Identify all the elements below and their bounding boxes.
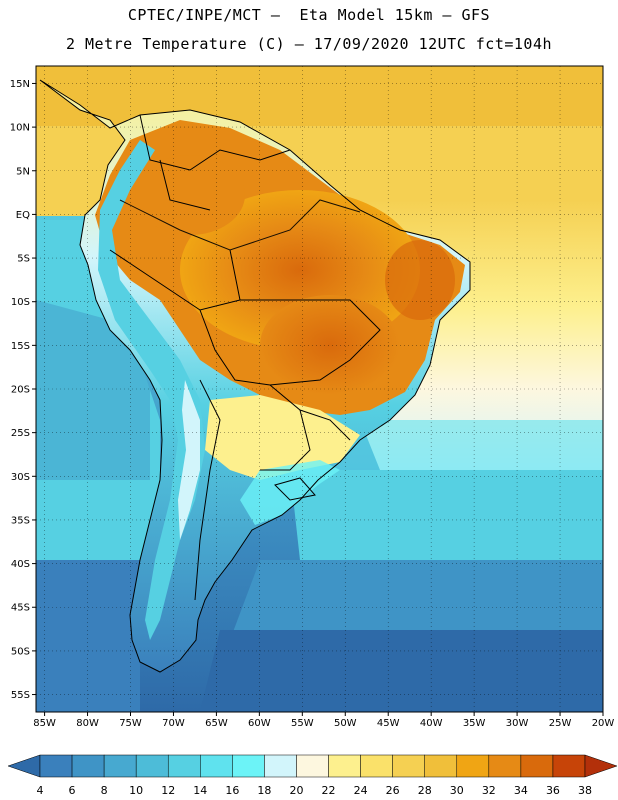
- colorbar-swatch: [200, 754, 233, 778]
- latitude-label: 40S: [11, 559, 30, 570]
- colorbar-label: 34: [513, 784, 528, 797]
- colorbar-swatch: [456, 754, 490, 778]
- longitude-label: 45W: [377, 718, 400, 729]
- colorbar-label: 32: [481, 784, 496, 797]
- colorbar: [7, 754, 618, 778]
- colorbar-label: 36: [545, 784, 560, 797]
- longitude-label: 75W: [119, 718, 142, 729]
- colorbar-swatch: [328, 754, 361, 778]
- colorbar-swatch: [520, 754, 554, 778]
- map-title-source: CPTEC/INPE/MCT – Eta Model 15km – GFS: [127, 6, 491, 24]
- latitude-label: EQ: [16, 210, 30, 221]
- longitude-label: 35W: [463, 718, 486, 729]
- colorbar-label: 38: [578, 784, 592, 797]
- colorbar-label: 4: [36, 784, 44, 797]
- colorbar-label: 10: [129, 784, 144, 797]
- longitude-label: 55W: [291, 718, 314, 729]
- longitude-label: 85W: [33, 718, 56, 729]
- longitude-label: 40W: [420, 718, 443, 729]
- colorbar-label: 24: [353, 784, 368, 797]
- latitude-label: 45S: [11, 603, 30, 614]
- latitude-label: 55S: [11, 690, 30, 701]
- longitude-label: 60W: [248, 718, 271, 729]
- colorbar-swatch: [488, 754, 522, 778]
- latitude-label: 50S: [11, 646, 30, 657]
- colorbar-arrow-low: [7, 754, 41, 778]
- colorbar-swatch: [103, 754, 137, 778]
- colorbar-label: 18: [257, 784, 272, 797]
- colorbar-swatch: [232, 754, 265, 778]
- map-title-variable: 2 Metre Temperature (C) – 17/09/2020 12U…: [65, 35, 553, 53]
- latitude-label: 35S: [11, 515, 30, 526]
- colorbar-swatch: [167, 754, 201, 778]
- colorbar-label: 6: [68, 784, 76, 797]
- latitude-label: 15N: [10, 79, 30, 90]
- colorbar-label: 16: [225, 784, 240, 797]
- colorbar-label: 8: [100, 784, 108, 797]
- colorbar-swatch: [392, 754, 425, 778]
- colorbar-swatch: [71, 754, 105, 778]
- colorbar-swatch: [360, 754, 393, 778]
- latitude-label: 15S: [11, 341, 30, 352]
- colorbar-label: 20: [289, 784, 304, 797]
- colorbar-label: 12: [161, 784, 176, 797]
- colorbar-swatch: [552, 754, 586, 778]
- longitude-label: 25W: [549, 718, 572, 729]
- colorbar-label: 30: [449, 784, 464, 797]
- colorbar-swatch: [296, 754, 329, 778]
- colorbar-swatch: [39, 754, 73, 778]
- colorbar-label: 28: [417, 784, 432, 797]
- longitude-label: 65W: [205, 718, 228, 729]
- country-borders: [39, 79, 471, 673]
- latitude-label: 25S: [11, 428, 30, 439]
- longitude-labels: 85W 80W 75W 70W 65W 60W 55W 50W 45W 40W 35W 30W 25W 2…: [33, 712, 614, 729]
- colorbar-swatch: [135, 754, 169, 778]
- colorbar-arrow-high: [584, 754, 618, 778]
- latitude-label: 10S: [11, 297, 30, 308]
- latitude-labels: 15N 10N 5N EQ 5S 10S 15S 20S 25S 30S 35S 40S 45S 50S 5…: [10, 79, 36, 701]
- map-field: [36, 66, 603, 712]
- latitude-label: 10N: [10, 123, 30, 134]
- latitude-label: 5S: [17, 254, 30, 265]
- longitude-label: 30W: [506, 718, 529, 729]
- longitude-label: 80W: [76, 718, 99, 729]
- latitude-label: 30S: [11, 472, 30, 483]
- latitude-label: 20S: [11, 385, 30, 396]
- colorbar-swatch: [264, 754, 297, 778]
- longitude-label: 20W: [592, 718, 615, 729]
- latitude-label: 5N: [16, 166, 30, 177]
- longitude-label: 50W: [334, 718, 357, 729]
- colorbar-label: 14: [193, 784, 208, 797]
- colorbar-label: 26: [385, 784, 400, 797]
- graticule: [36, 66, 604, 712]
- colorbar-swatch: [424, 754, 458, 778]
- colorbar-label: 22: [321, 784, 336, 797]
- longitude-label: 70W: [162, 718, 185, 729]
